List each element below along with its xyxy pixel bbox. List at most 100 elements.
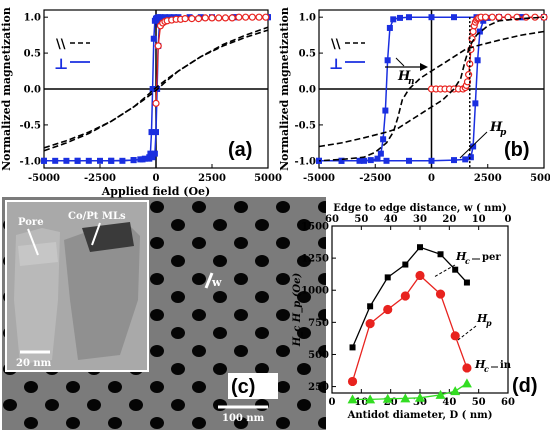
data-point (139, 156, 146, 163)
y-axis-label: Normalized magnetization (278, 7, 291, 171)
data-point (151, 150, 158, 157)
data-point (451, 157, 457, 164)
data-point (146, 155, 153, 162)
data-point (130, 157, 137, 164)
data-point (480, 17, 487, 24)
y-tick-label: 1250 (301, 254, 329, 265)
data-point (361, 157, 367, 164)
sem-panel: Pore Co/Pt MLs 20 nm w (c) 100 nm (2, 197, 326, 430)
data-point (74, 157, 81, 164)
hc-per-suffix: per (482, 252, 501, 263)
data-point (428, 157, 435, 164)
hc-in-label: H (474, 358, 486, 371)
data-point (347, 394, 358, 404)
series-line-2 (431, 16, 544, 90)
y-tick-label: 1.0 (24, 13, 41, 24)
panel-label: (b) (504, 139, 530, 161)
data-point (476, 28, 483, 35)
series-line-2 (155, 16, 266, 104)
x-tick-label: 5000 (254, 173, 282, 184)
top-x-tick-label: 20 (442, 214, 456, 225)
main-scale-label: 100 nm (222, 413, 265, 424)
data-point (415, 270, 425, 281)
x-tick-label: 0 (428, 173, 435, 184)
data-point (481, 13, 490, 21)
data-point (400, 393, 411, 403)
data-point (522, 13, 530, 21)
top-x-tick-label: 30 (413, 214, 427, 225)
x-tick-label: 50 (472, 397, 486, 408)
w-marker (204, 272, 214, 289)
data-point (435, 289, 446, 299)
panel-label-c: (c) (231, 376, 255, 398)
ml-label: Co/Pt MLs (68, 211, 126, 222)
chart-d: 0102030405060605040302010025050075010001… (292, 203, 538, 421)
data-point (377, 150, 384, 157)
chart-a: -5000 -2500 0 2500 5000 -1.0 -0.5 0.0 0.5 1.0 \\ ⊥ (… (0, 7, 282, 198)
data-point (166, 14, 173, 21)
data-point (406, 157, 412, 164)
data-point (242, 13, 250, 21)
pore-label: Pore (18, 217, 44, 228)
data-point (380, 136, 387, 143)
hp-subscript: p (500, 128, 507, 138)
top-x-tick-label: 0 (505, 214, 512, 225)
data-point (461, 378, 472, 388)
y-tick-label: 1500 (301, 222, 329, 233)
data-point (248, 13, 256, 21)
data-point (41, 157, 47, 164)
legend-perp-symbol: ⊥ (54, 55, 68, 73)
data-point (437, 251, 444, 258)
hp-label: H (476, 312, 488, 325)
x-tick-label: -2500 (359, 173, 391, 184)
data-point (152, 99, 160, 107)
data-point (365, 319, 375, 329)
data-point (149, 86, 156, 92)
y-axis-label: H_c H_p (Oe) (292, 272, 303, 347)
y-tick-label: 1.0 (299, 13, 316, 24)
series-line-3 (318, 16, 545, 148)
data-point (365, 394, 376, 404)
hp-pointer (457, 325, 477, 341)
x-tick-label: 0 (329, 397, 336, 408)
data-point (386, 24, 393, 31)
data-point (417, 244, 423, 251)
data-point (347, 376, 358, 387)
hn-arrow-head (420, 63, 428, 71)
hc-per-sub: c (465, 256, 470, 266)
y-tick-label: -0.5 (294, 120, 316, 131)
data-point (382, 393, 393, 403)
data-point (488, 13, 496, 21)
data-point (108, 157, 115, 164)
data-point (149, 154, 156, 161)
panel-label: (a) (228, 139, 252, 161)
legend-parallel-symbol: \\ (331, 37, 341, 52)
data-point (374, 155, 381, 162)
hn-subscript: n (408, 77, 415, 87)
data-point (540, 13, 548, 21)
data-point (153, 129, 159, 136)
x-axis-label: Applied field (Oe) (101, 185, 210, 198)
top-x-tick-label: 50 (354, 214, 368, 225)
data-point (262, 13, 270, 21)
y-tick-label: 0.5 (299, 49, 316, 60)
data-point (462, 363, 472, 373)
data-point (188, 15, 196, 23)
data-point (221, 14, 230, 22)
x-tick-label: -5000 (303, 173, 335, 184)
data-point (451, 14, 457, 21)
data-point (452, 266, 459, 273)
y-tick-label: -1.0 (19, 156, 41, 167)
y-tick-label: 1000 (301, 286, 329, 297)
data-point (467, 154, 474, 161)
data-point (338, 157, 345, 164)
x-tick-label: 2500 (198, 173, 226, 184)
hp-sub: p (486, 318, 492, 328)
data-point (208, 14, 216, 22)
data-point (402, 261, 409, 268)
data-point (215, 14, 223, 22)
data-point (463, 279, 470, 286)
data-point (201, 14, 209, 22)
data-point (228, 14, 236, 22)
